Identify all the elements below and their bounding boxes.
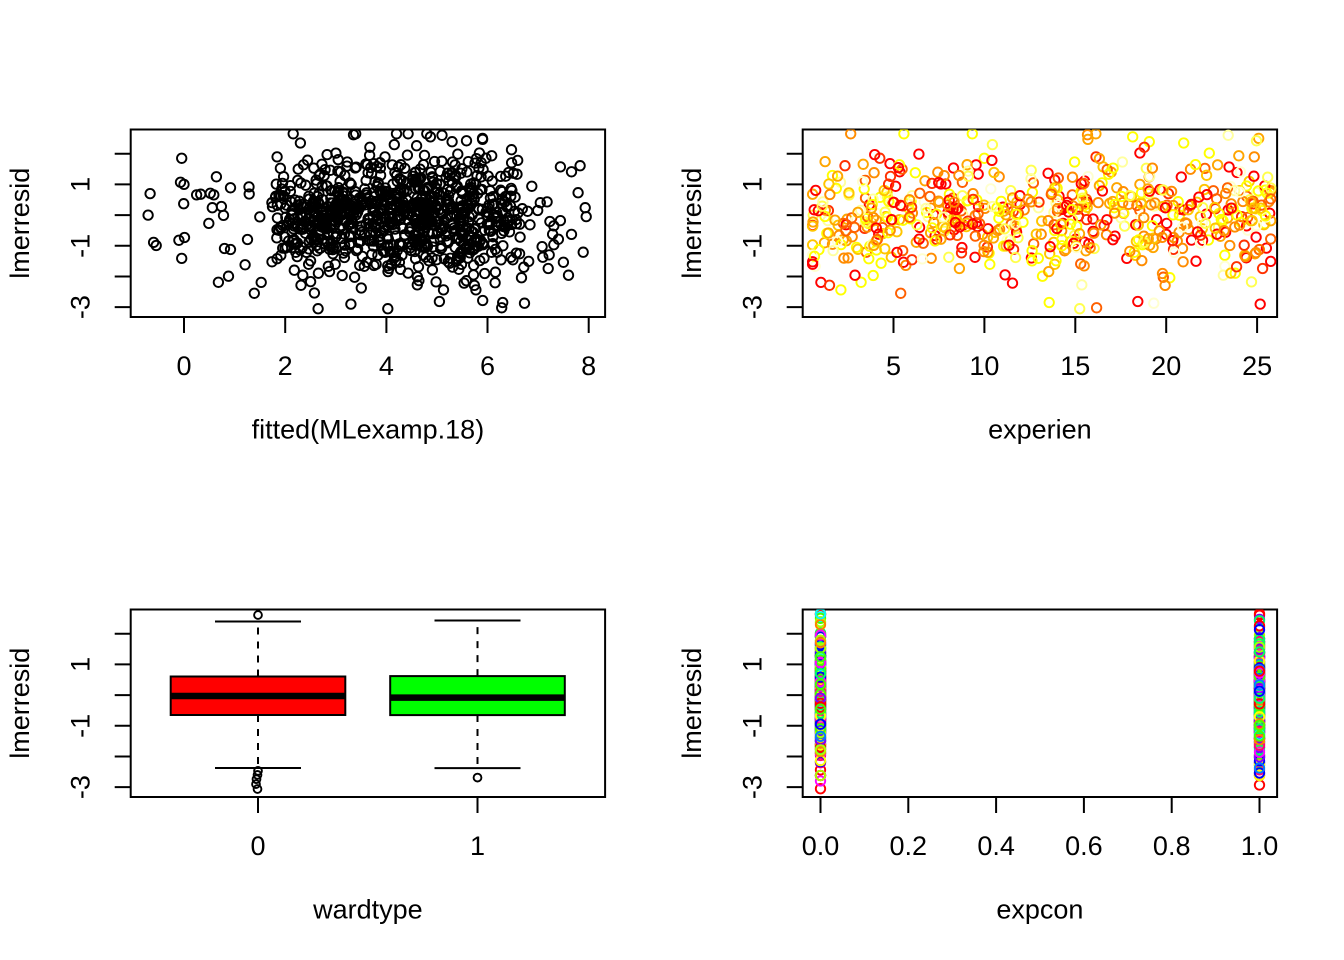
svg-text:0.4: 0.4 [977, 831, 1015, 861]
svg-text:lmerresid: lmerresid [5, 648, 35, 759]
svg-text:-1: -1 [66, 714, 96, 738]
svg-text:4: 4 [379, 351, 394, 381]
svg-text:1: 1 [738, 177, 768, 192]
svg-text:10: 10 [969, 351, 999, 381]
svg-text:-1: -1 [66, 234, 96, 258]
svg-text:20: 20 [1151, 351, 1181, 381]
svg-text:1.0: 1.0 [1241, 831, 1279, 861]
svg-text:1: 1 [738, 657, 768, 672]
svg-text:-3: -3 [66, 295, 96, 319]
svg-text:-3: -3 [66, 775, 96, 799]
svg-text:15: 15 [1060, 351, 1090, 381]
svg-text:0.6: 0.6 [1065, 831, 1103, 861]
svg-text:0: 0 [176, 351, 191, 381]
svg-text:0.0: 0.0 [802, 831, 840, 861]
svg-text:-1: -1 [738, 234, 768, 258]
svg-text:lmerresid: lmerresid [677, 168, 707, 279]
svg-text:1: 1 [470, 831, 485, 861]
svg-text:0.8: 0.8 [1153, 831, 1191, 861]
svg-text:experien: experien [988, 415, 1092, 445]
svg-text:25: 25 [1242, 351, 1272, 381]
svg-text:lmerresid: lmerresid [5, 168, 35, 279]
svg-text:6: 6 [480, 351, 495, 381]
svg-text:wardtype: wardtype [312, 895, 423, 925]
svg-text:0.2: 0.2 [890, 831, 928, 861]
svg-text:-1: -1 [738, 714, 768, 738]
svg-text:-3: -3 [738, 295, 768, 319]
svg-text:2: 2 [278, 351, 293, 381]
svg-text:-3: -3 [738, 775, 768, 799]
svg-text:1: 1 [66, 657, 96, 672]
svg-text:0: 0 [250, 831, 265, 861]
svg-text:fitted(MLexamp.18): fitted(MLexamp.18) [252, 415, 485, 445]
svg-text:lmerresid: lmerresid [677, 648, 707, 759]
svg-text:8: 8 [581, 351, 596, 381]
svg-text:5: 5 [886, 351, 901, 381]
svg-text:1: 1 [66, 177, 96, 192]
svg-text:expcon: expcon [996, 895, 1083, 925]
